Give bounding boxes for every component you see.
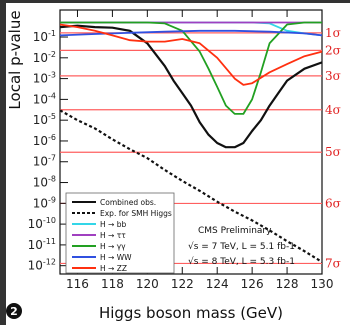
sigma-label-2: 2σ [325,43,341,57]
x-axis-label: Higgs boson mass (GeV) [99,304,283,322]
legend-label-7: H → ZZ [100,264,127,273]
x-tick-label-126: 126 [241,277,264,291]
y-tick-label-11: 10-11 [28,237,56,252]
x-tick-label-130: 130 [311,277,334,291]
y-tick-label-1: 10-1 [33,29,56,44]
legend-label-6: H → WW [100,253,132,262]
y-tick-label-10: 10-10 [28,216,56,231]
x-tick-label-124: 124 [206,277,229,291]
y-tick-label-7: 10-7 [33,154,56,169]
badge: 2 [6,303,22,319]
legend-label-1: Combined obs. [100,198,156,207]
series-line-5 [60,21,322,115]
legend-label-2: Exp. for SMH Higgs [100,209,172,218]
y-tick-label-3: 10-3 [33,71,56,86]
legend: Combined obs. Exp. for SMH Higgs H → bb H →… [65,192,175,274]
annotation-8tev: √s = 8 TeV, L = 5.3 fb-1 [188,256,295,267]
legend-label-4: H → ττ [100,231,126,240]
x-tick-label-116: 116 [66,277,89,291]
legend-label-3: H → bb [100,220,126,229]
y-tick-label-6: 10-6 [33,133,56,148]
series-lines [59,21,323,263]
y-tick-label-8: 10-8 [33,175,56,190]
x-tick-label-120: 120 [136,277,159,291]
sigma-label-4: 4σ [325,103,341,117]
sigma-label-5: 5σ [325,145,341,159]
series-line-7 [59,23,323,86]
y-tick-label-9: 10-9 [33,195,56,210]
y-tick-label-2: 10-2 [33,50,56,65]
series-line-2 [59,109,323,263]
y-tick-label-12: 10-12 [28,258,56,273]
badge-number: 2 [10,305,18,318]
x-tick-label-128: 128 [276,277,299,291]
y-tick-label-5: 10-5 [33,112,56,127]
y-axis-label: Local p-value [6,10,24,109]
sigma-label-7: 7σ [325,256,341,270]
series-line-1 [59,24,323,149]
left-border [0,0,6,325]
sigma-label-3: 3σ [325,69,341,83]
annotation-cms: CMS Preliminary [198,226,272,236]
top-border [0,0,350,3]
y-tick-label-0: 1 [48,0,56,2]
annotation-7tev: √s = 7 TeV, L = 5.1 fb-1 [188,241,295,252]
sigma-label-6: 6σ [325,196,341,210]
badge-circle [6,303,22,319]
x-tick-label-118: 118 [101,277,124,291]
sigma-label-1: 1σ [325,26,341,40]
x-tick-label-122: 122 [171,277,194,291]
legend-box [65,192,175,274]
legend-label-5: H → γγ [100,242,126,251]
y-tick-label-4: 10-4 [33,91,56,106]
